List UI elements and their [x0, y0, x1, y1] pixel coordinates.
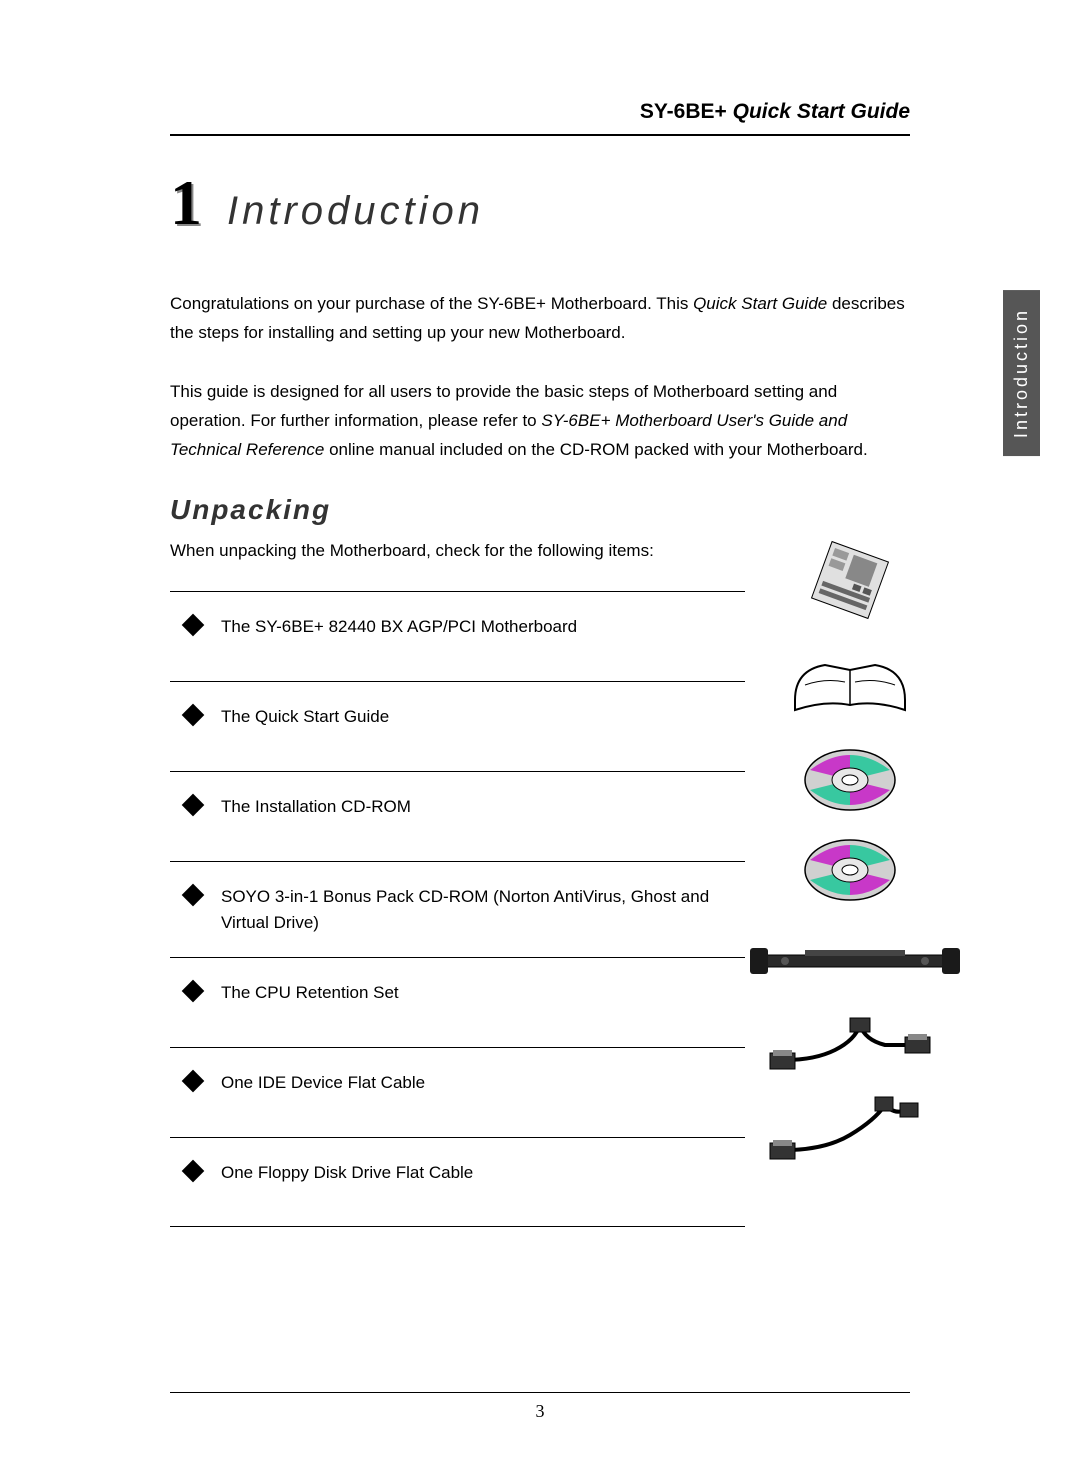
list-item: One IDE Device Flat Cable	[170, 1047, 745, 1137]
bullet-icon	[182, 794, 205, 817]
cable-icon	[760, 1005, 940, 1085]
model-name: SY-6BE+	[640, 100, 727, 123]
list-item: The Quick Start Guide	[170, 681, 745, 771]
list-item: One Floppy Disk Drive Flat Cable	[170, 1137, 745, 1227]
item-text: The SY-6BE+ 82440 BX AGP/PCI Motherboard	[221, 614, 745, 640]
page-footer: 3	[170, 1392, 910, 1422]
motherboard-icon	[760, 540, 940, 620]
list-item: The Installation CD-ROM	[170, 771, 745, 861]
retention-icon	[740, 920, 970, 1000]
chapter-name: Introduction	[227, 189, 484, 234]
list-item: The CPU Retention Set	[170, 957, 745, 1047]
item-text: The Quick Start Guide	[221, 704, 745, 730]
bullet-icon	[182, 704, 205, 727]
doc-type: Quick Start Guide	[733, 100, 910, 123]
cable-icon	[760, 1090, 940, 1170]
item-text: The Installation CD-ROM	[221, 794, 745, 820]
bullet-icon	[182, 614, 205, 637]
intro-paragraph-2: This guide is designed for all users to …	[170, 378, 910, 465]
item-text: The CPU Retention Set	[221, 980, 745, 1006]
item-text: One IDE Device Flat Cable	[221, 1070, 745, 1096]
list-item: SOYO 3-in-1 Bonus Pack CD-ROM (Norton An…	[170, 861, 745, 957]
list-item: The SY-6BE+ 82440 BX AGP/PCI Motherboard	[170, 591, 745, 681]
bullet-icon	[182, 1070, 205, 1093]
section-title: Unpacking	[170, 494, 910, 526]
bullet-icon	[182, 884, 205, 907]
intro-paragraph-1: Congratulations on your purchase of the …	[170, 290, 910, 348]
item-text: SOYO 3-in-1 Bonus Pack CD-ROM (Norton An…	[221, 884, 745, 935]
bullet-icon	[182, 980, 205, 1003]
cd-icon	[760, 740, 940, 820]
chapter-heading: 1 Introduction	[170, 166, 910, 240]
cd-icon	[760, 830, 940, 910]
page-header: SY-6BE+ Quick Start Guide	[170, 100, 910, 136]
book-icon	[760, 650, 940, 730]
chapter-number: 1	[170, 166, 202, 240]
unpacking-list: The SY-6BE+ 82440 BX AGP/PCI Motherboard…	[170, 591, 745, 1227]
item-text: One Floppy Disk Drive Flat Cable	[221, 1160, 745, 1186]
page-number: 3	[536, 1401, 545, 1421]
bullet-icon	[182, 1160, 205, 1183]
side-tab: Introduction	[1003, 290, 1040, 456]
